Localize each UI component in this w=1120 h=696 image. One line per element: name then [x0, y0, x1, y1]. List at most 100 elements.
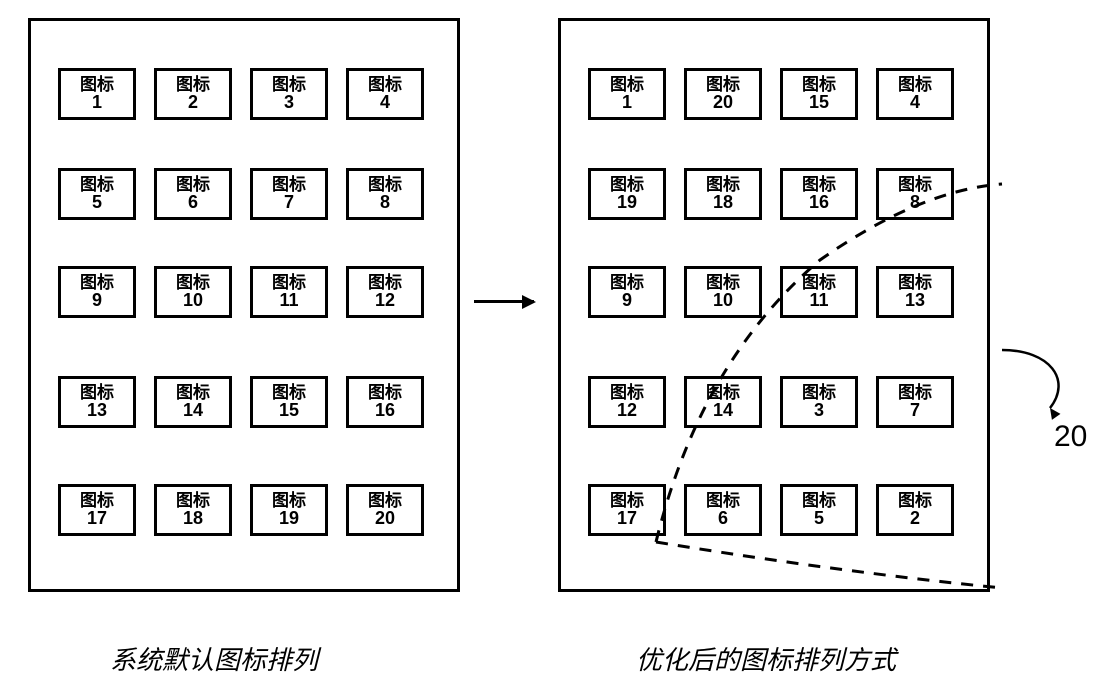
icon-cell-number: 20	[713, 93, 733, 112]
icon-cell: 图标4	[876, 68, 954, 120]
icon-cell-number: 17	[87, 509, 107, 528]
icon-cell-label: 图标	[706, 76, 740, 94]
icon-cell: 图标6	[684, 484, 762, 536]
icon-cell: 图标7	[876, 376, 954, 428]
icon-cell-number: 11	[809, 291, 828, 310]
icon-cell-label: 图标	[898, 176, 932, 194]
icon-cell-label: 图标	[80, 76, 114, 94]
icon-cell-label: 图标	[706, 274, 740, 292]
icon-cell-number: 5	[814, 509, 824, 528]
transform-arrow-icon	[474, 300, 534, 303]
icon-cell-label: 图标	[706, 176, 740, 194]
icon-cell: 图标5	[58, 168, 136, 220]
icon-cell-number: 5	[92, 193, 102, 212]
icon-cell-number: 13	[905, 291, 925, 310]
icon-cell-label: 图标	[80, 492, 114, 510]
icon-cell: 图标9	[58, 266, 136, 318]
icon-cell-number: 15	[279, 401, 299, 420]
icon-cell-label: 图标	[610, 492, 644, 510]
icon-cell-label: 图标	[802, 274, 836, 292]
icon-cell: 图标12	[346, 266, 424, 318]
icon-cell-number: 6	[718, 509, 728, 528]
icon-cell: 图标15	[780, 68, 858, 120]
icon-cell-number: 19	[617, 193, 637, 212]
icon-cell: 图标13	[58, 376, 136, 428]
caption-default: 系统默认图标排列	[110, 640, 318, 677]
icon-cell-label: 图标	[706, 384, 740, 402]
icon-cell-label: 图标	[898, 492, 932, 510]
icon-cell-label: 图标	[176, 492, 210, 510]
icon-cell: 图标2	[876, 484, 954, 536]
icon-cell: 图标1	[58, 68, 136, 120]
icon-cell: 图标18	[154, 484, 232, 536]
icon-cell: 图标5	[780, 484, 858, 536]
icon-cell: 图标3	[780, 376, 858, 428]
icon-cell: 图标17	[58, 484, 136, 536]
icon-cell-label: 图标	[368, 176, 402, 194]
diagram-stage: 图标1图标2图标3图标4图标5图标6图标7图标8图标9图标10图标11图标12图…	[0, 0, 1120, 696]
icon-cell-number: 7	[910, 401, 920, 420]
icon-cell-label: 图标	[368, 76, 402, 94]
icon-cell-number: 20	[375, 509, 395, 528]
icon-cell: 图标19	[250, 484, 328, 536]
icon-cell-number: 15	[809, 93, 829, 112]
icon-cell-number: 8	[910, 193, 920, 212]
icon-cell-label: 图标	[272, 384, 306, 402]
icon-cell-label: 图标	[706, 492, 740, 510]
icon-cell-number: 6	[188, 193, 198, 212]
icon-cell-number: 18	[183, 509, 203, 528]
icon-cell-label: 图标	[610, 384, 644, 402]
icon-cell: 图标16	[780, 168, 858, 220]
icon-cell: 图标13	[876, 266, 954, 318]
icon-cell-label: 图标	[898, 76, 932, 94]
icon-cell-number: 9	[622, 291, 632, 310]
icon-cell-number: 17	[617, 509, 637, 528]
icon-cell-label: 图标	[802, 492, 836, 510]
icon-cell-label: 图标	[176, 274, 210, 292]
icon-cell-label: 图标	[368, 492, 402, 510]
icon-cell: 图标20	[346, 484, 424, 536]
icon-cell-number: 8	[380, 193, 390, 212]
icon-cell: 图标6	[154, 168, 232, 220]
icon-cell: 图标4	[346, 68, 424, 120]
icon-cell-label: 图标	[368, 274, 402, 292]
icon-cell-label: 图标	[610, 274, 644, 292]
icon-cell-label: 图标	[610, 76, 644, 94]
icon-grid-default: 图标1图标2图标3图标4图标5图标6图标7图标8图标9图标10图标11图标12图…	[58, 18, 424, 536]
icon-cell-number: 14	[183, 401, 203, 420]
icon-cell: 图标11	[780, 266, 858, 318]
icon-cell-number: 4	[380, 93, 390, 112]
icon-grid-optimized: 图标1图标20图标15图标4图标19图标18图标16图标8图标9图标10图标11…	[588, 18, 954, 536]
icon-cell-number: 12	[375, 291, 395, 310]
icon-cell: 图标14	[154, 376, 232, 428]
icon-cell: 图标20	[684, 68, 762, 120]
icon-cell-number: 10	[713, 291, 733, 310]
icon-cell: 图标18	[684, 168, 762, 220]
icon-cell-label: 图标	[272, 76, 306, 94]
icon-cell: 图标10	[154, 266, 232, 318]
icon-cell: 图标19	[588, 168, 666, 220]
icon-cell-label: 图标	[802, 76, 836, 94]
icon-cell-label: 图标	[80, 384, 114, 402]
icon-cell-label: 图标	[176, 76, 210, 94]
icon-cell-number: 3	[814, 401, 824, 420]
icon-cell-number: 14	[713, 401, 733, 420]
icon-cell-label: 图标	[802, 384, 836, 402]
icon-cell-label: 图标	[802, 176, 836, 194]
icon-cell-label: 图标	[898, 274, 932, 292]
icon-cell: 图标10	[684, 266, 762, 318]
icon-cell: 图标3	[250, 68, 328, 120]
icon-cell: 图标11	[250, 266, 328, 318]
icon-cell-number: 12	[617, 401, 637, 420]
icon-cell-number: 1	[622, 93, 632, 112]
icon-cell-number: 10	[183, 291, 203, 310]
icon-cell-label: 图标	[176, 176, 210, 194]
icon-cell-number: 19	[279, 509, 299, 528]
icon-cell-label: 图标	[610, 176, 644, 194]
icon-cell-number: 2	[188, 93, 198, 112]
icon-cell-label: 图标	[80, 274, 114, 292]
callout-arrowhead-icon	[1050, 408, 1060, 420]
icon-cell-number: 11	[279, 291, 298, 310]
icon-cell-label: 图标	[272, 274, 306, 292]
icon-cell-number: 16	[375, 401, 395, 420]
